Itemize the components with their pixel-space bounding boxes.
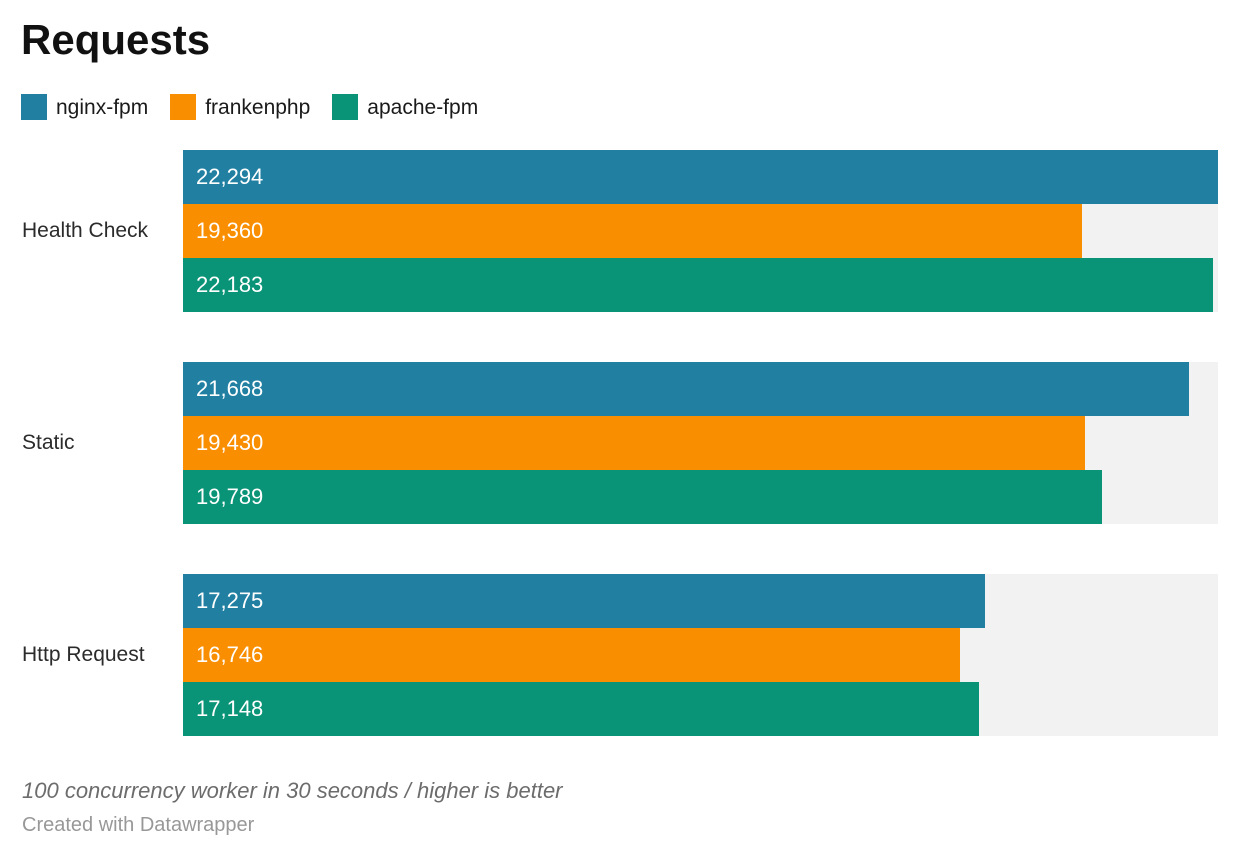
legend-swatch-nginx-fpm-icon	[21, 94, 47, 120]
bar-value-label: 17,148	[196, 696, 264, 721]
chart-title: Requests	[21, 16, 211, 63]
legend-item-apache-fpm: apache-fpm	[332, 94, 478, 120]
legend-swatch-frankenphp-icon	[170, 94, 197, 120]
bar-group-health-check: 22,294 19,360 22,183	[183, 150, 1218, 312]
bar-frankenphp-http-request: 16,746	[183, 628, 961, 682]
bar-value-label: 22,294	[196, 164, 264, 189]
bar-apache-fpm-static: 19,789	[183, 470, 1102, 524]
legend: nginx-fpm frankenphp apache-fpm	[21, 94, 478, 120]
legend-label-nginx-fpm: nginx-fpm	[56, 95, 149, 119]
bar-nginx-fpm-health-check: 22,294	[183, 150, 1218, 204]
bar-nginx-fpm-http-request: 17,275	[183, 574, 985, 628]
bar-apache-fpm-health-check: 22,183	[183, 258, 1213, 312]
bar-group-http-request: 17,275 16,746 17,148	[183, 574, 1218, 736]
legend-label-apache-fpm: apache-fpm	[367, 95, 479, 119]
legend-item-nginx-fpm: nginx-fpm	[21, 94, 148, 120]
category-label-static: Static	[22, 431, 75, 454]
bar-group-static: 21,668 19,430 19,789	[183, 362, 1218, 524]
bar-apache-fpm-http-request: 17,148	[183, 682, 980, 736]
legend-item-frankenphp: frankenphp	[170, 94, 310, 120]
legend-label-frankenphp: frankenphp	[205, 95, 311, 119]
bar-value-label: 22,183	[196, 272, 264, 297]
bar-value-label: 19,430	[196, 430, 264, 455]
bar-value-label: 16,746	[196, 642, 264, 667]
bar-value-label: 21,668	[196, 376, 264, 401]
chart-note: 100 concurrency worker in 30 seconds / h…	[22, 778, 563, 803]
legend-swatch-apache-fpm-icon	[332, 94, 359, 120]
category-label-health-check: Health Check	[22, 219, 149, 242]
bar-nginx-fpm-static: 21,668	[183, 362, 1189, 416]
bar-value-label: 19,360	[196, 218, 264, 243]
bar-value-label: 19,789	[196, 484, 264, 509]
bar-value-label: 17,275	[196, 588, 264, 613]
bar-frankenphp-health-check: 19,360	[183, 204, 1082, 258]
datawrapper-attribution: Created with Datawrapper	[22, 814, 255, 836]
category-label-http-request: Http Request	[22, 643, 145, 666]
bar-frankenphp-static: 19,430	[183, 416, 1086, 470]
